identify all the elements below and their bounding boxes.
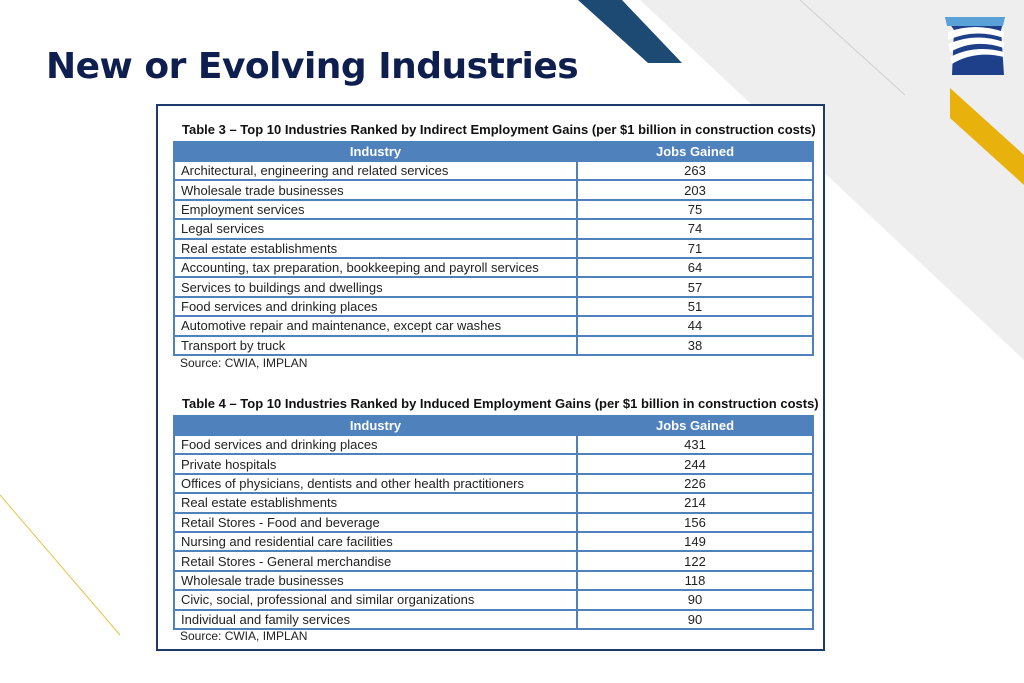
table-row: Offices of physicians, dentists and othe… (173, 472, 814, 495)
table4-caption: Table 4 – Top 10 Industries Ranked by In… (182, 396, 819, 411)
jobs-gained-cell: 90 (576, 608, 814, 630)
industry-cell: Wholesale trade businesses (173, 179, 578, 201)
table-row: Retail Stores - Food and beverage 156 (173, 511, 814, 533)
table-row: Legal services 74 (173, 218, 814, 240)
column-header: Jobs Gained (576, 141, 814, 162)
column-header: Jobs Gained (576, 415, 814, 436)
thin-diagonal-line (799, 0, 906, 96)
table-row: Real estate establishments 214 (173, 492, 814, 514)
jobs-gained-cell: 51 (576, 295, 814, 318)
jobs-gained-cell: 203 (576, 179, 814, 201)
table-row: Accounting, tax preparation, bookkeeping… (173, 256, 814, 279)
jobs-gained-cell: 38 (576, 334, 814, 356)
industry-cell: Automotive repair and maintenance, excep… (173, 315, 578, 337)
table-row: Real estate establishments 71 (173, 237, 814, 259)
keystone-logo-icon (945, 17, 1005, 75)
jobs-gained-cell: 44 (576, 315, 814, 337)
industry-cell: Individual and family services (173, 608, 578, 630)
gray-diagonal-band (640, 0, 1024, 360)
industry-cell: Accounting, tax preparation, bookkeeping… (173, 256, 578, 279)
column-header: Industry (173, 141, 578, 162)
jobs-gained-cell: 244 (576, 453, 814, 475)
table-row: Food services and drinking places 51 (173, 295, 814, 318)
header-row: Industry Jobs Gained (173, 415, 814, 436)
jobs-gained-cell: 74 (576, 218, 814, 240)
industry-cell: Legal services (173, 218, 578, 240)
table-row: Services to buildings and dwellings 57 (173, 276, 814, 298)
industry-cell: Transport by truck (173, 334, 578, 356)
jobs-gained-cell: 263 (576, 159, 814, 182)
industry-cell: Civic, social, professional and similar … (173, 589, 578, 611)
industry-cell: Nursing and residential care facilities (173, 530, 578, 553)
table-row: Private hospitals 244 (173, 453, 814, 475)
table3-caption: Table 3 – Top 10 Industries Ranked by In… (182, 122, 816, 137)
jobs-gained-cell: 226 (576, 472, 814, 495)
jobs-gained-cell: 149 (576, 530, 814, 553)
tables-image: Table 3 – Top 10 Industries Ranked by In… (156, 104, 825, 651)
jobs-gained-cell: 75 (576, 198, 814, 221)
table-row: Employment services 75 (173, 198, 814, 221)
industry-cell: Wholesale trade businesses (173, 569, 578, 592)
jobs-gained-cell: 156 (576, 511, 814, 533)
table-row: Wholesale trade businesses 203 (173, 179, 814, 201)
table-row: Automotive repair and maintenance, excep… (173, 315, 814, 337)
jobs-gained-cell: 431 (576, 433, 814, 456)
gold-stripe (950, 88, 1024, 185)
industry-cell: Food services and drinking places (173, 433, 578, 456)
page-title: New or Evolving Industries (46, 46, 579, 87)
jobs-gained-cell: 57 (576, 276, 814, 298)
table4-source: Source: CWIA, IMPLAN (180, 629, 308, 643)
table-row: Nursing and residential care facilities 1… (173, 530, 814, 553)
jobs-gained-cell: 90 (576, 589, 814, 611)
table-row: Civic, social, professional and similar … (173, 589, 814, 611)
table-row: Food services and drinking places 431 (173, 433, 814, 456)
table-row: Transport by truck 38 (173, 334, 814, 356)
table-row: Individual and family services 90 (173, 608, 814, 630)
industry-cell: Employment services (173, 198, 578, 221)
industry-cell: Retail Stores - Food and beverage (173, 511, 578, 533)
industry-cell: Retail Stores - General merchandise (173, 550, 578, 572)
table3: Industry Jobs Gained Architectural, engine… (173, 141, 814, 356)
table-row: Retail Stores - General merchandise 122 (173, 550, 814, 572)
industry-cell: Real estate establishments (173, 492, 578, 514)
navy-stripe (578, 0, 682, 63)
header-row: Industry Jobs Gained (173, 141, 814, 162)
column-header: Industry (173, 415, 578, 436)
table-row: Wholesale trade businesses 118 (173, 569, 814, 592)
jobs-gained-cell: 122 (576, 550, 814, 572)
gold-line (0, 494, 121, 636)
industry-cell: Real estate establishments (173, 237, 578, 259)
jobs-gained-cell: 118 (576, 569, 814, 592)
industry-cell: Private hospitals (173, 453, 578, 475)
industry-cell: Services to buildings and dwellings (173, 276, 578, 298)
jobs-gained-cell: 64 (576, 256, 814, 279)
jobs-gained-cell: 214 (576, 492, 814, 514)
table3-source: Source: CWIA, IMPLAN (180, 356, 308, 370)
table-row: Architectural, engineering and related s… (173, 159, 814, 182)
industry-cell: Offices of physicians, dentists and othe… (173, 472, 578, 495)
industry-cell: Food services and drinking places (173, 295, 578, 318)
jobs-gained-cell: 71 (576, 237, 814, 259)
industry-cell: Architectural, engineering and related s… (173, 159, 578, 182)
table4: Industry Jobs Gained Food services and dri… (173, 415, 814, 630)
